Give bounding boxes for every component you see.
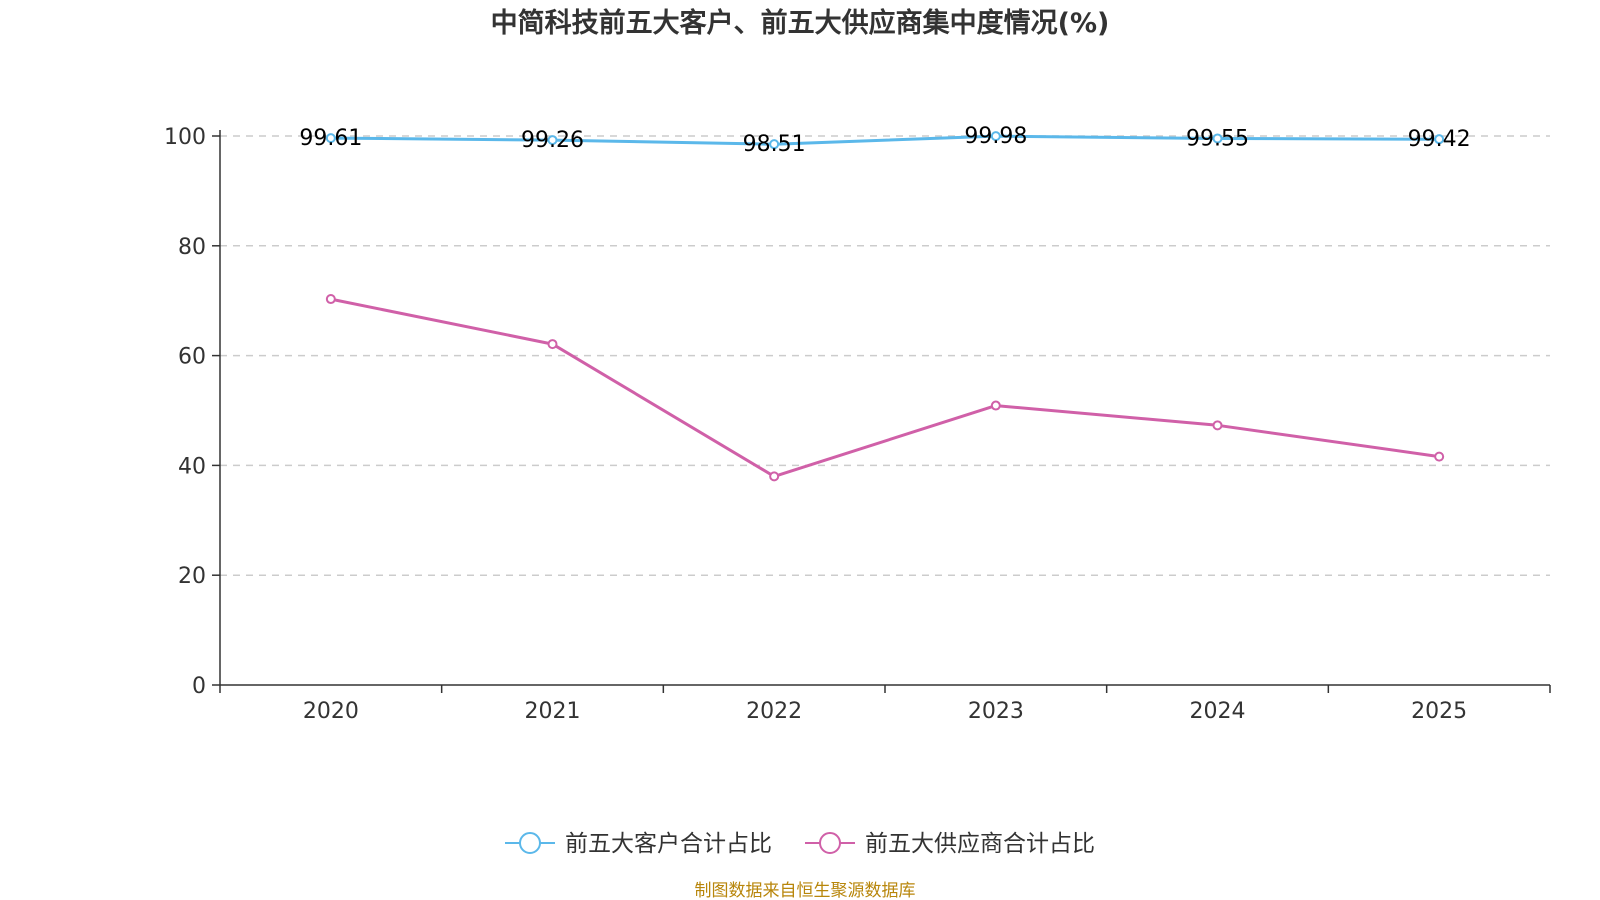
data-label-0-2021: 99.26 bbox=[521, 128, 584, 153]
data-point-0-2022[interactable] bbox=[769, 139, 780, 150]
data-label-0-2023: 99.98 bbox=[964, 124, 1027, 149]
data-label-0-2025: 99.42 bbox=[1408, 127, 1471, 152]
x-tick-label-2020: 2020 bbox=[303, 699, 359, 724]
chart-title: 中简科技前五大客户、前五大供应商集中度情况(%) bbox=[491, 7, 1110, 39]
data-point-1-2020[interactable] bbox=[325, 294, 336, 305]
x-tick-label-2021: 2021 bbox=[525, 699, 581, 724]
legend-item-customers[interactable]: 前五大客户合计占比 bbox=[505, 831, 772, 857]
data-label-0-2020: 99.61 bbox=[299, 126, 362, 151]
y-tick-label-60: 60 bbox=[178, 345, 206, 370]
data-point-1-2024[interactable] bbox=[1212, 420, 1223, 431]
x-tick-label-2025: 2025 bbox=[1411, 699, 1467, 724]
data-point-0-2021[interactable] bbox=[547, 135, 558, 146]
data-point-1-2022[interactable] bbox=[769, 471, 780, 482]
series-line-1 bbox=[330, 297, 1440, 478]
data-point-1-2021[interactable] bbox=[547, 339, 558, 350]
data-point-0-2020[interactable] bbox=[325, 133, 336, 144]
y-tick-label-0: 0 bbox=[192, 674, 206, 699]
data-point-0-2024[interactable] bbox=[1212, 133, 1223, 144]
y-tick-label-40: 40 bbox=[178, 454, 206, 479]
legend-marker-customers bbox=[519, 832, 541, 854]
x-tick-label-2024: 2024 bbox=[1190, 699, 1246, 724]
data-point-0-2025[interactable] bbox=[1434, 134, 1445, 145]
legend-marker-suppliers bbox=[819, 832, 841, 854]
data-point-0-2023[interactable] bbox=[990, 131, 1001, 142]
source-note: 制图数据来自恒生聚源数据库 bbox=[695, 881, 916, 900]
x-tick-label-2023: 2023 bbox=[968, 699, 1024, 724]
data-point-1-2023[interactable] bbox=[990, 400, 1001, 411]
legend-label-customers: 前五大客户合计占比 bbox=[565, 831, 772, 857]
y-tick-label-100: 100 bbox=[164, 125, 206, 150]
series-layer bbox=[325, 131, 1445, 482]
y-tick-label-20: 20 bbox=[178, 564, 206, 589]
data-labels: 99.61 99.26 98.51 99.98 99.55 99.42 bbox=[299, 124, 1470, 157]
series-line-0 bbox=[330, 134, 1440, 146]
data-label-0-2024: 99.55 bbox=[1186, 126, 1249, 151]
y-tick-label-80: 80 bbox=[178, 235, 206, 260]
x-tick-label-2022: 2022 bbox=[746, 699, 802, 724]
legend-label-suppliers: 前五大供应商合计占比 bbox=[865, 831, 1095, 857]
data-point-1-2025[interactable] bbox=[1434, 451, 1445, 462]
gridlines bbox=[220, 135, 1550, 576]
legend: 前五大客户合计占比 前五大供应商合计占比 bbox=[505, 831, 1095, 857]
data-label-0-2022: 98.51 bbox=[743, 132, 806, 157]
legend-item-suppliers[interactable]: 前五大供应商合计占比 bbox=[805, 831, 1095, 857]
axes: 0 20 40 60 80 100 2020 2021 2022 2023 2024 2025 bbox=[164, 125, 1551, 724]
